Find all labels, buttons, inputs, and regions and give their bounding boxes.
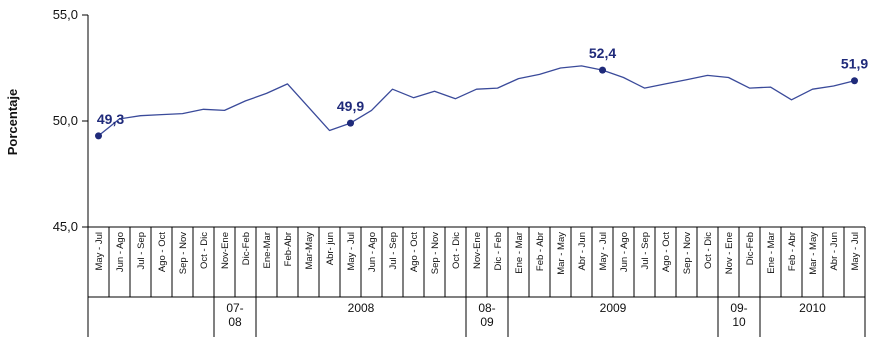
x-tick-label: May - Jul	[850, 232, 861, 271]
x-group-label: 2009	[600, 301, 627, 315]
data-label: 52,4	[589, 45, 616, 61]
x-tick-label: Ene - Mar	[514, 232, 525, 274]
data-label: 49,9	[337, 98, 364, 114]
x-tick-label: Abr- jun	[325, 232, 336, 265]
x-group-label: 07-	[226, 301, 243, 315]
y-tick-label: 55,0	[53, 7, 78, 22]
x-tick-label: Feb - Abr	[787, 232, 798, 271]
data-label: 49,3	[97, 111, 124, 127]
x-tick-label: Ene-Mar	[262, 232, 273, 268]
data-point-marker	[599, 66, 606, 74]
y-tick-label: 50,0	[53, 113, 78, 128]
x-tick-labels: May - Jul Jun - Ago Jul - Sep Ago - Oct Sep …	[94, 232, 861, 275]
series	[98, 65, 855, 137]
y-axis-label-group: Porcentaje	[5, 89, 20, 155]
x-tick-label: Jul - Sep	[640, 232, 651, 270]
x-axis-grid	[87, 227, 866, 337]
x-tick-label: Dic-Feb	[241, 232, 252, 265]
x-tick-label: Ago - Oct	[157, 232, 168, 272]
x-tick-label: Jun - Ago	[115, 232, 126, 272]
x-group-label: 08	[228, 315, 242, 329]
x-tick-label: Mar - May	[808, 232, 819, 275]
x-tick-label: Nov - Ene	[724, 232, 735, 274]
x-group-label: 2010	[799, 301, 826, 315]
x-tick-label: Feb - Abr	[535, 232, 546, 271]
x-group-label: 08-	[478, 301, 495, 315]
x-tick-label: Oct - Dic	[703, 232, 714, 269]
x-group-label: 2008	[348, 301, 375, 315]
x-tick-label: Jun - Ago	[367, 232, 378, 272]
axes	[87, 15, 865, 228]
x-group-label: 10	[732, 315, 746, 329]
x-tick-label: May - Jul	[94, 232, 105, 271]
series-line	[98, 65, 855, 137]
data-labels: 49,3 49,9 52,4 51,9	[97, 45, 868, 127]
x-tick-label: Sep - Nov	[178, 232, 189, 274]
x-tick-label: Oct - Dic	[199, 232, 210, 269]
x-tick-label: Sep - Nov	[430, 232, 441, 274]
y-axis-label: Porcentaje	[5, 89, 20, 155]
x-tick-label: Mar - May	[556, 232, 567, 275]
data-label: 51,9	[841, 56, 868, 72]
x-tick-label: Nov-Ene	[472, 232, 483, 269]
y-tick-label: 45,0	[53, 219, 78, 234]
x-tick-label: Jun - Ago	[619, 232, 630, 272]
x-tick-label: May - Jul	[346, 232, 357, 271]
x-group-labels: 07-08 2008 08-09 2009 09-10 2010	[226, 301, 826, 329]
data-point-marker	[95, 132, 102, 140]
x-tick-label: Dic-Feb	[745, 232, 756, 265]
x-tick-label: Jul - Sep	[388, 232, 399, 270]
x-group-label: 09	[480, 315, 494, 329]
x-tick-label: Abr - Jun	[577, 232, 588, 271]
x-tick-label: Ene - Mar	[766, 232, 777, 274]
x-tick-label: Dic - Feb	[493, 232, 504, 271]
x-tick-label: Mar-May	[304, 232, 315, 270]
y-ticks: 55,0 50,0 45,0	[53, 7, 88, 234]
x-tick-label: Abr - Jun	[829, 232, 840, 271]
x-tick-label: May - Jul	[598, 232, 609, 271]
x-tick-label: Oct - Dic	[451, 232, 462, 269]
x-group-label: 09-	[730, 301, 747, 315]
x-tick-label: Sep - Nov	[682, 232, 693, 274]
data-point-marker	[347, 119, 354, 127]
markers	[95, 66, 858, 140]
x-tick-label: Ago - Oct	[661, 232, 672, 272]
x-tick-label: Feb-Abr	[283, 232, 294, 266]
x-tick-label: Nov-Ene	[220, 232, 231, 269]
x-tick-label: Jul - Sep	[136, 232, 147, 270]
x-tick-label: Ago - Oct	[409, 232, 420, 272]
data-point-marker	[851, 77, 858, 85]
